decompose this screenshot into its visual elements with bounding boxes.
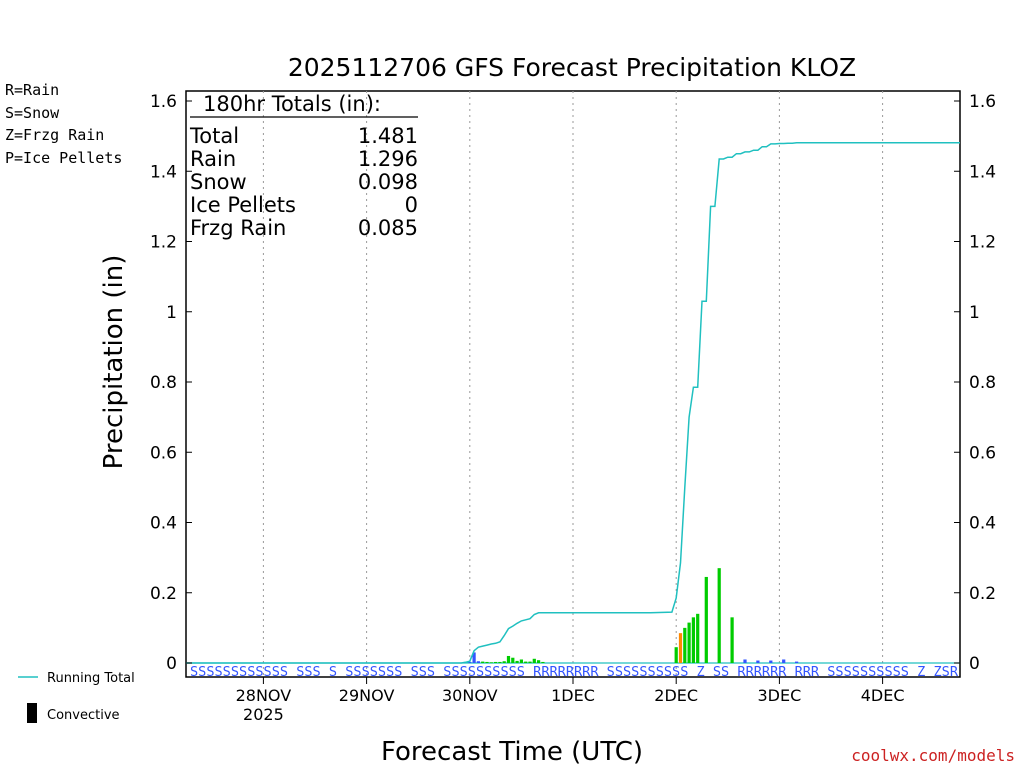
x-tick-label: 4DEC <box>861 686 905 705</box>
y-tick-label-left: 0.8 <box>150 373 177 393</box>
precip-bar <box>524 661 528 663</box>
y-tick-label-left: 0.4 <box>150 514 177 534</box>
series-legend: Running Total Convective <box>18 671 135 723</box>
convective-swatch <box>27 703 37 723</box>
precip-bar <box>674 647 678 663</box>
totals-box: 180hr Totals (in): Total 1.481 Rain 1.296 Sn… <box>189 92 418 240</box>
y-tick-label-right: 1 <box>969 303 980 323</box>
precip-bar <box>519 659 524 663</box>
precip-bar <box>782 659 786 663</box>
totals-row-label: Frzg Rain <box>190 216 286 240</box>
totals-row-label: Total <box>189 124 239 148</box>
y-tick-label-right: 0.4 <box>969 514 996 534</box>
y-tick-label-right: 0.6 <box>969 443 996 463</box>
totals-row-value: 0.085 <box>358 216 418 240</box>
y-tick-label-left: 1 <box>166 303 177 323</box>
x-tick-label: 1DEC <box>551 686 595 705</box>
precip-bar <box>511 657 515 663</box>
y-tick-label-left: 1.2 <box>150 233 177 253</box>
credit-text: coolwx.com/models <box>851 746 1015 765</box>
convective-legend-label: Convective <box>47 708 120 723</box>
legend-snow: S=Snow <box>5 104 60 122</box>
totals-row-value: 1.481 <box>358 124 418 148</box>
totals-row-label: Rain <box>190 147 236 171</box>
precip-bar <box>678 633 683 663</box>
precip-bar <box>794 661 799 663</box>
precip-bar <box>468 661 472 663</box>
totals-row-value: 0 <box>405 193 418 217</box>
totals-row-label: Ice Pellets <box>190 193 296 217</box>
precip-bar <box>528 661 532 663</box>
y-tick-label-right: 1.2 <box>969 233 996 253</box>
x-axis-label: Forecast Time (UTC) <box>381 737 643 767</box>
precip-bar <box>502 661 506 663</box>
precip-bar <box>730 617 734 663</box>
precip-bar <box>743 659 747 663</box>
precip-bar <box>769 660 773 663</box>
totals-rows: Total 1.481 Rain 1.296 Snow 0.098 Ice Pellets 0… <box>189 124 418 240</box>
running-total-line <box>186 142 960 664</box>
precip-bar <box>536 660 541 663</box>
totals-row-value: 0.098 <box>358 170 418 194</box>
totals-row-label: Snow <box>190 170 247 194</box>
precip-bar <box>498 661 502 663</box>
precip-bar <box>485 661 489 663</box>
type-legend: R=Rain S=Snow Z=Frzg Rain P=Ice Pellets <box>5 81 122 167</box>
legend-rain: R=Rain <box>5 81 59 99</box>
x-tick-label: 28NOV <box>236 686 292 705</box>
totals-row-value: 1.296 <box>358 147 418 171</box>
legend-frzg-rain: Z=Frzg Rain <box>5 126 104 144</box>
precip-bar <box>691 617 696 663</box>
y-tick-label-right: 1.4 <box>969 162 996 182</box>
y-tick-label-left: 0.6 <box>150 443 177 463</box>
precip-bar <box>541 661 545 663</box>
y-tick-label-right: 0.8 <box>969 373 996 393</box>
type-letters-row: SSSSSSSSSSSS SSS S SSSSSSS SSS SSSSSSSSS… <box>190 665 958 680</box>
line-layer <box>186 142 960 664</box>
y-tick-label-left: 0.2 <box>150 584 177 604</box>
precip-bar <box>683 627 687 663</box>
y-tick-label-right: 0 <box>969 654 980 674</box>
x-tick-label: 29NOV <box>339 686 395 705</box>
grid-layer <box>186 91 960 677</box>
totals-header: 180hr Totals (in): <box>203 92 381 116</box>
precip-bar <box>493 661 498 663</box>
y-tick-label-left: 1.4 <box>150 162 177 182</box>
x-tick-label: 30NOV <box>442 686 498 705</box>
precip-bar <box>687 622 691 663</box>
y-axis-label: Precipitation (in) <box>99 255 129 470</box>
y-axis-left: 0 0.2 0.4 0.6 0.8 1 1.2 1.4 1.6 <box>150 92 192 674</box>
precip-bar <box>704 576 708 663</box>
x-tick-label: 2DEC <box>654 686 698 705</box>
x-tick-sublabel: 2025 <box>243 705 284 724</box>
y-tick-label-left: 0 <box>166 654 177 674</box>
x-tick-label: 3DEC <box>758 686 802 705</box>
chart-title: 2025112706 GFS Forecast Precipitation KL… <box>288 53 856 82</box>
running-total-legend-label: Running Total <box>47 671 135 686</box>
precip-bar <box>717 568 721 663</box>
legend-ice-pellets: P=Ice Pellets <box>5 149 122 167</box>
precip-bar <box>532 658 536 663</box>
precip-bar <box>476 661 481 663</box>
precip-bar <box>481 661 485 663</box>
y-tick-label-right: 1.6 <box>969 92 996 112</box>
precip-bar <box>472 652 476 663</box>
y-tick-label-left: 1.6 <box>150 92 177 112</box>
precip-bar <box>515 660 519 663</box>
y-axis-right: 0 0.2 0.4 0.6 0.8 1 1.2 1.4 1.6 <box>954 92 996 674</box>
precip-bar <box>756 660 760 663</box>
precip-bar <box>506 655 511 663</box>
precip-bar <box>489 662 493 664</box>
precip-bar <box>696 613 700 663</box>
bars-layer <box>468 568 799 664</box>
y-tick-label-right: 0.2 <box>969 584 996 604</box>
